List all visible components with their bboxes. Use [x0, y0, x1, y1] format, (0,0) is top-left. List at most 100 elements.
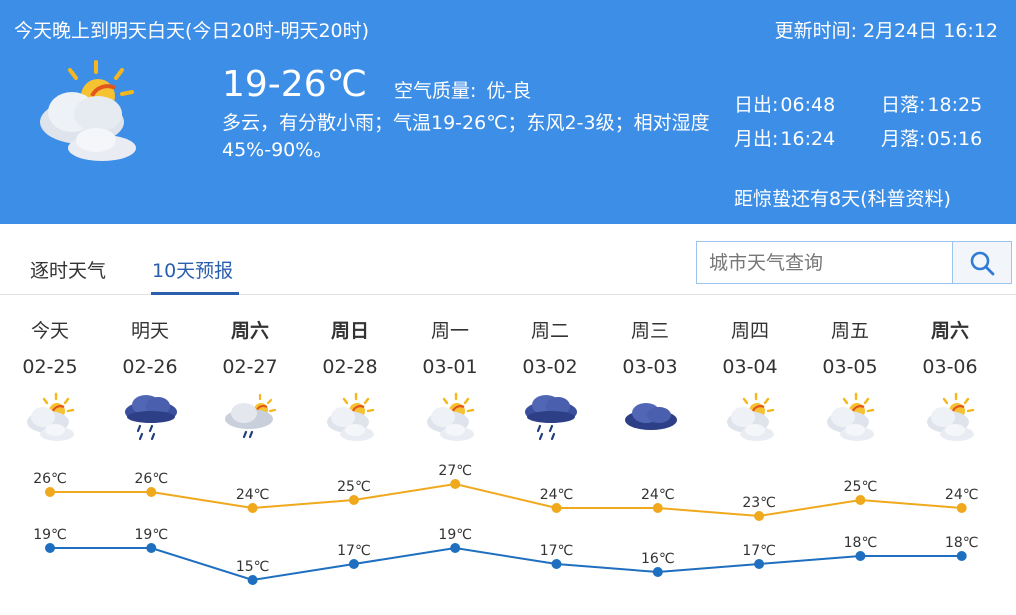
air-quality-value: 优-良 — [486, 80, 532, 102]
high-temp-label: 25℃ — [844, 479, 878, 495]
temperature-chart: 26℃ 26℃ 24℃ 25℃ 27℃ 24℃ 24℃ 23℃ 25℃ 24℃ 19℃ 19℃ 15℃ 1… — [33, 463, 979, 585]
partly-cloudy-icon — [427, 392, 475, 441]
low-temp-point — [956, 551, 967, 561]
low-temp-label: 19℃ — [135, 527, 169, 543]
day-date: 03-06 — [922, 356, 978, 378]
day-date: 03-02 — [522, 356, 578, 378]
day-name: 周五 — [830, 320, 869, 342]
low-temp-line — [50, 546, 962, 582]
low-temp-point — [754, 559, 765, 569]
day-name: 今天 — [30, 320, 69, 342]
high-temp-label: 24℃ — [540, 487, 574, 503]
high-temp-label: 26℃ — [33, 471, 67, 487]
partly-cloudy-icon — [927, 392, 975, 441]
solar-term-link[interactable]: 距惊蛰还有8天(科普资料) — [734, 188, 951, 210]
day-date: 02-26 — [122, 356, 178, 378]
day-name: 周六 — [930, 320, 969, 342]
low-temp-point — [855, 551, 866, 561]
city-search — [696, 241, 1012, 284]
day-name: 周四 — [730, 320, 769, 342]
low-temp-label: 19℃ — [33, 527, 67, 543]
update-date: 2月24日 — [862, 20, 938, 42]
day-name: 周三 — [630, 320, 669, 342]
high-temp-label: 24℃ — [236, 487, 270, 503]
day-name: 明天 — [130, 320, 169, 342]
shower-icon — [225, 393, 277, 439]
forecast-tabs: 逐时天气 10天预报 — [0, 224, 1016, 295]
day-date: 02-25 — [22, 356, 78, 378]
high-temp-label: 26℃ — [135, 471, 169, 487]
low-temp-label: 17℃ — [540, 543, 574, 559]
sunset-label: 日落: — [881, 94, 926, 116]
day-date: 03-05 — [822, 356, 878, 378]
high-temp-label: 24℃ — [945, 487, 979, 503]
day-date: 03-03 — [622, 356, 678, 378]
day-date: 02-27 — [222, 356, 278, 378]
city-search-input[interactable] — [697, 242, 952, 283]
high-temp-point — [146, 487, 157, 497]
partly-cloudy-icon — [727, 392, 775, 441]
temperature-range: 19-26℃ — [222, 64, 368, 105]
moonset-time: 05:16 — [927, 128, 983, 150]
low-temp-point — [247, 575, 258, 585]
partly-cloudy-icon — [40, 60, 136, 161]
day-name: 周六 — [230, 320, 269, 342]
low-temp-label: 18℃ — [945, 535, 979, 551]
moonrise-time: 16:24 — [780, 128, 836, 150]
search-icon — [970, 251, 995, 275]
low-temp-point — [146, 543, 157, 553]
rain-cloud-icon — [125, 395, 177, 441]
air-quality: 空气质量: 优-良 — [394, 76, 531, 103]
update-time: 更新时间: 2月24日 16:12 — [769, 16, 998, 43]
sunrise-label: 日出: — [734, 94, 779, 116]
high-temp-point — [754, 511, 765, 521]
low-temp-point — [348, 559, 359, 569]
low-temp-label: 15℃ — [236, 559, 270, 575]
day-name: 周一 — [430, 320, 469, 342]
weather-description: 多云，有分散小雨；气温19-26℃；东风2-3级；相对湿度45%-90%。 — [222, 112, 710, 161]
tab-hourly[interactable]: 逐时天气 — [30, 260, 107, 282]
weather-header: 今天晚上到明天白天(今日20时-明天20时) 更新时间: 2月24日 16:12 1… — [0, 0, 1016, 224]
air-quality-label: 空气质量: — [394, 80, 477, 102]
low-temp-point — [652, 567, 663, 577]
high-temp-point — [450, 479, 461, 489]
day-date: 03-04 — [722, 356, 778, 378]
high-temp-point — [247, 503, 258, 513]
low-temp-label: 19℃ — [438, 527, 472, 543]
high-temp-point — [652, 503, 663, 513]
high-temp-line — [50, 482, 962, 518]
high-temp-point — [551, 503, 562, 513]
active-tab-indicator — [151, 292, 239, 295]
update-label: 更新时间: — [774, 20, 857, 42]
tab-10-day[interactable]: 10天预报 — [152, 260, 234, 282]
high-temp-label: 25℃ — [337, 479, 371, 495]
ten-day-forecast: 今天 02-25 明天 02-26 周六 02-27 周日 02-28 周一 03-01 周二 03-… — [0, 300, 1016, 450]
low-temp-label: 18℃ — [844, 535, 878, 551]
sunrise-time: 06:48 — [780, 94, 836, 116]
day-name: 周日 — [330, 320, 369, 342]
sun-moon-times: 日出: 06:48 日落: 18:25 月出: 16:24 月落: 05:16 — [734, 88, 1016, 156]
forecast-period-title: 今天晚上到明天白天(今日20时-明天20时) — [14, 20, 370, 42]
day-date: 03-01 — [422, 356, 478, 378]
high-temp-point — [45, 487, 55, 497]
partly-cloudy-icon — [827, 392, 875, 441]
rain-cloud-icon — [525, 395, 577, 441]
sunset-time: 18:25 — [927, 94, 983, 116]
day-name: 周二 — [530, 320, 569, 342]
low-temp-point — [450, 543, 461, 553]
high-temp-label: 27℃ — [438, 463, 472, 479]
low-temp-point — [551, 559, 562, 569]
partly-cloudy-icon — [27, 392, 75, 441]
high-temp-label: 24℃ — [641, 487, 675, 503]
low-temp-point — [45, 543, 55, 553]
search-button[interactable] — [952, 242, 1011, 283]
high-temp-point — [348, 495, 359, 505]
high-temp-point — [855, 495, 866, 505]
moonrise-label: 月出: — [734, 128, 779, 150]
partly-cloudy-icon — [327, 392, 375, 441]
day-date: 02-28 — [322, 356, 378, 378]
update-clock: 16:12 — [943, 20, 998, 42]
low-temp-label: 17℃ — [742, 543, 776, 559]
high-temp-point — [956, 503, 967, 513]
low-temp-label: 17℃ — [337, 543, 371, 559]
